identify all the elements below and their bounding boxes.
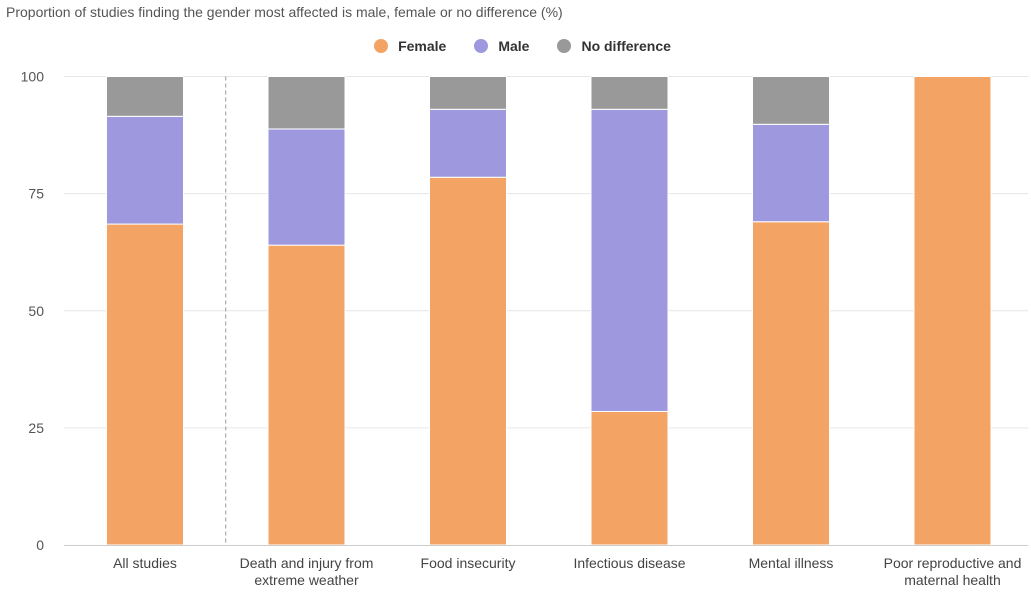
legend-item-female[interactable]: Female bbox=[374, 38, 446, 54]
bar-no-difference-3[interactable] bbox=[590, 76, 669, 110]
bar-male-4[interactable] bbox=[752, 123, 830, 223]
y-tick-label-50: 50 bbox=[28, 303, 44, 319]
bar-no-difference-0[interactable] bbox=[106, 76, 184, 117]
x-tick-label-5: Poor reproductive and maternal health bbox=[884, 555, 1022, 588]
y-tick-label-100: 100 bbox=[21, 69, 45, 85]
bar-female-1[interactable] bbox=[267, 244, 346, 546]
legend-item-no-difference[interactable]: No difference bbox=[557, 38, 671, 54]
x-tick-label-2: Food insecurity bbox=[421, 555, 516, 571]
x-tick-label-0: All studies bbox=[113, 555, 177, 571]
bar-no-difference-4[interactable] bbox=[752, 76, 830, 125]
x-tick-label-4: Mental illness bbox=[749, 555, 834, 571]
y-tick-label-0: 0 bbox=[36, 537, 44, 553]
x-tick-label-1: Death and injury from extreme weather bbox=[240, 555, 374, 588]
bar-male-3[interactable] bbox=[590, 108, 669, 412]
bar-male-1[interactable] bbox=[267, 128, 346, 246]
x-tick-label-3: Infectious disease bbox=[573, 555, 685, 571]
axis-layer: 0 25 50 75 100 All studies Death and injury fr… bbox=[21, 69, 1028, 588]
grid-layer bbox=[64, 76, 1028, 545]
legend-swatch-female bbox=[374, 39, 389, 53]
y-tick-label-25: 25 bbox=[28, 420, 44, 436]
bar-female-4[interactable] bbox=[752, 221, 830, 546]
bar-female-2[interactable] bbox=[429, 176, 507, 546]
chart-title: Proportion of studies finding the gender… bbox=[6, 4, 563, 20]
bar-male-0[interactable] bbox=[106, 115, 184, 225]
legend-swatch-male bbox=[474, 39, 489, 53]
y-tick-label-75: 75 bbox=[28, 186, 44, 202]
legend: Female Male No difference bbox=[0, 38, 1031, 54]
legend-label-female: Female bbox=[398, 38, 447, 54]
bar-no-difference-1[interactable] bbox=[267, 76, 346, 130]
bar-male-2[interactable] bbox=[429, 108, 507, 178]
legend-swatch-no-difference bbox=[557, 39, 572, 53]
bars-layer bbox=[106, 76, 992, 546]
legend-item-male[interactable]: Male bbox=[474, 38, 529, 54]
legend-label-no-difference: No difference bbox=[581, 38, 671, 54]
bar-female-0[interactable] bbox=[106, 223, 184, 546]
bar-no-difference-2[interactable] bbox=[429, 76, 507, 110]
bar-female-3[interactable] bbox=[590, 410, 669, 546]
legend-label-male: Male bbox=[498, 38, 530, 54]
bar-female-5[interactable] bbox=[913, 76, 992, 546]
